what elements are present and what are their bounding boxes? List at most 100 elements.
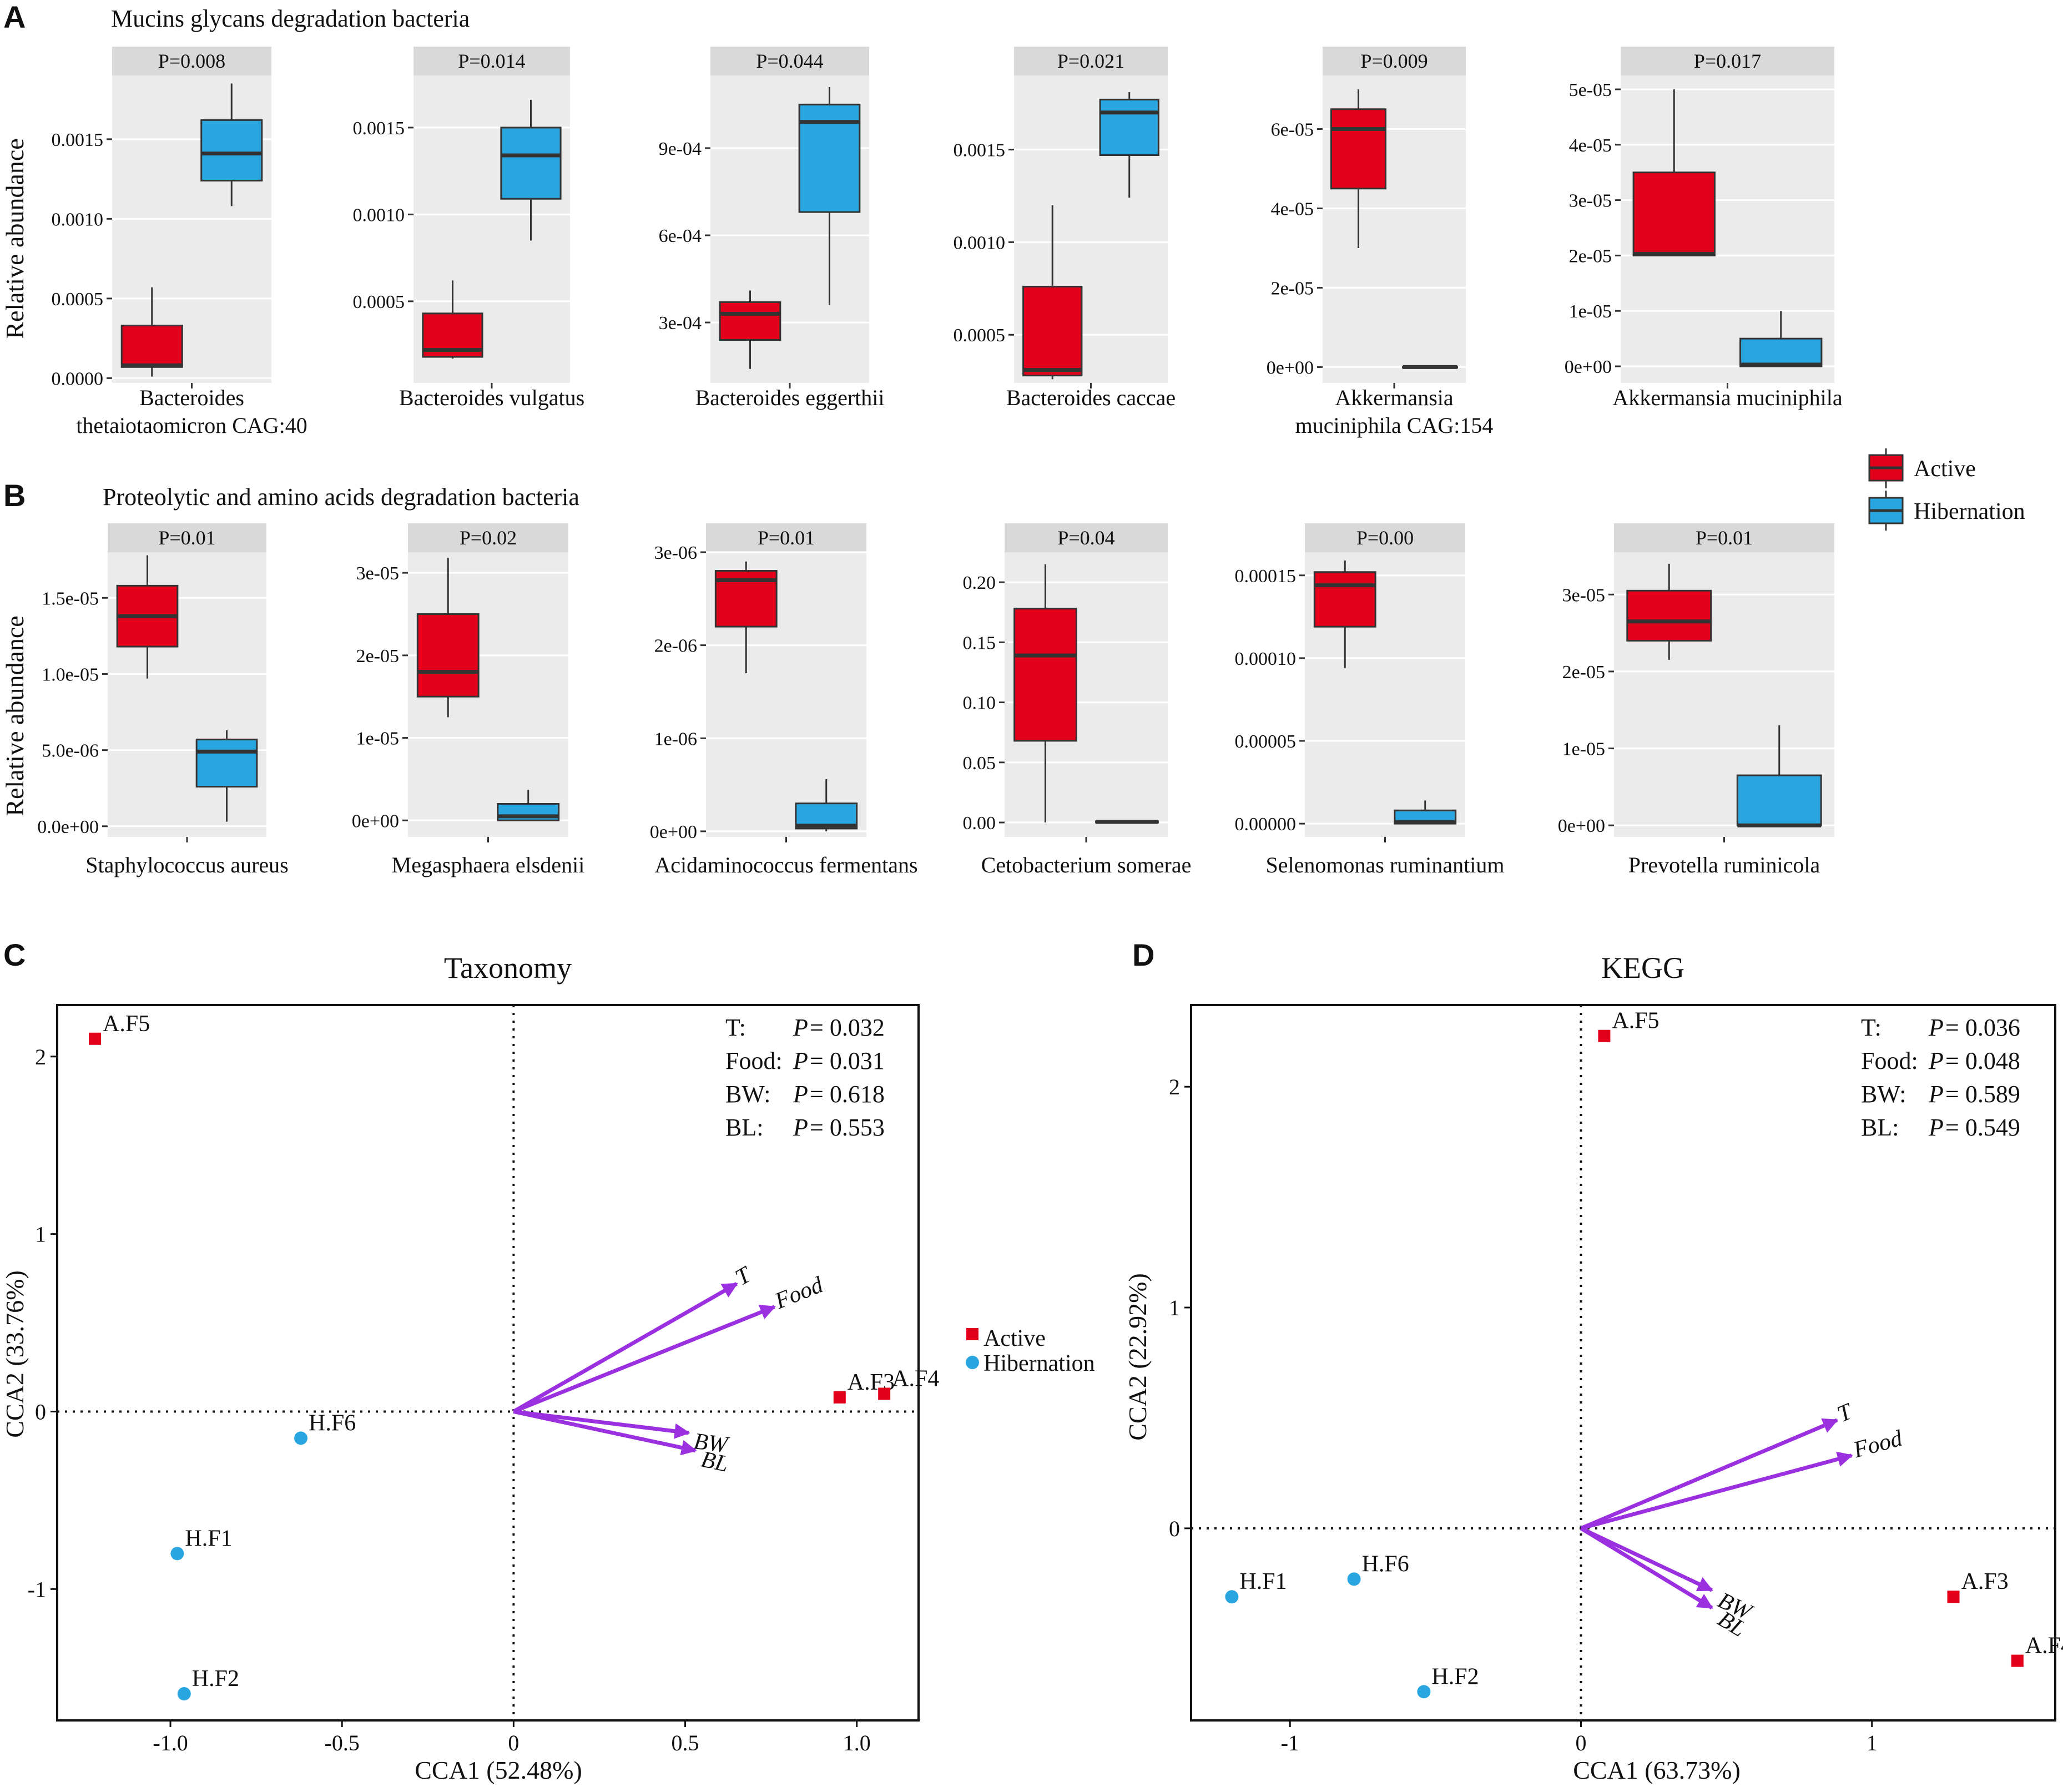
hibernation-box <box>795 779 858 831</box>
y-tick-label: 0.00015 <box>1235 566 1297 587</box>
iqr-box <box>1736 774 1822 826</box>
panel-a-facets: P=0.008 0.0000 0.0005 0.0010 0.0015 Bacteroid… <box>52 47 1843 438</box>
sample-label: H.F6 <box>309 1410 356 1436</box>
active-box <box>416 558 480 718</box>
sample-point-af5: A.F5 <box>1598 1008 1660 1042</box>
mucin-facet-4: P=0.021 0.0005 0.0010 0.0015 Bacteroides cac… <box>954 47 1176 410</box>
facet-strip <box>1005 523 1168 552</box>
iqr-box <box>1099 98 1159 157</box>
cca-legend-active-label: Active <box>983 1326 1046 1351</box>
y-tick-label: 0.15 <box>963 633 996 653</box>
stat-p-symbol: P <box>1928 1047 1944 1074</box>
stat-p-symbol: P <box>1928 1081 1944 1108</box>
cca-legend-hibernation-marker <box>966 1356 979 1369</box>
panel-b-facets: P=0.01 0.0e+00 5.0e-06 1.0e-05 1.5e-05 Staphy… <box>37 523 1834 877</box>
boxplot-legend: Active Hibernation <box>1868 448 2025 531</box>
sample-label: H.F2 <box>192 1666 239 1692</box>
facet-p-value: P=0.01 <box>158 527 215 549</box>
facet-strip <box>413 47 570 75</box>
x-tick-label: 1 <box>1867 1730 1878 1755</box>
proteolytic-facet-6: P=0.01 0e+00 1e-05 2e-05 3e-05 Prevotella rum… <box>1558 523 1834 877</box>
y-tick-label: 3e-05 <box>356 563 399 584</box>
hibernation-box <box>195 730 258 822</box>
iqr-box <box>200 119 263 181</box>
y-tick-label: 2 <box>1169 1074 1180 1099</box>
sample-label: A.F4 <box>2025 1633 2063 1659</box>
panel-b-title: Proteolytic and amino acids degradation … <box>103 483 579 511</box>
y-tick-label: 1e-05 <box>1569 301 1612 322</box>
facet-p-value: P=0.02 <box>460 527 517 549</box>
proteolytic-facet-4: P=0.04 0.00 0.05 0.10 0.15 0.20 Cetobacterium … <box>963 523 1192 877</box>
mucin-facet-1: P=0.008 0.0000 0.0005 0.0010 0.0015 Bacteroid… <box>52 47 307 438</box>
facet-p-value: P=0.008 <box>158 50 225 72</box>
vector-arrow <box>512 1282 738 1414</box>
x-tick-label: 0 <box>1575 1730 1586 1755</box>
x-tick-label: -0.5 <box>325 1730 360 1755</box>
active-marker <box>878 1387 891 1400</box>
y-tick-label: 0e+00 <box>650 822 697 842</box>
sample-label: H.F1 <box>1239 1569 1287 1594</box>
y-tick-label: 1e-06 <box>654 729 697 749</box>
stat-row: Food: P = 0.031 <box>725 1047 885 1074</box>
facet-species-label: muciniphila CAG:154 <box>1295 413 1494 438</box>
proteolytic-facet-1: P=0.01 0.0e+00 5.0e-06 1.0e-05 1.5e-05 Staphy… <box>37 523 289 877</box>
hibernation-box <box>500 99 562 241</box>
taxonomy-plot-frame <box>56 1004 920 1722</box>
y-tick-label: 3e-06 <box>654 543 697 563</box>
active-marker <box>1947 1591 1960 1603</box>
sample-label: H.F6 <box>1362 1551 1409 1577</box>
facet-strip <box>1621 47 1834 75</box>
sample-label: A.F4 <box>892 1366 939 1391</box>
y-tick-label: 3e-04 <box>659 313 702 334</box>
mucin-facet-3: P=0.044 3e-04 6e-04 9e-04 Bacteroides eggert… <box>659 47 885 410</box>
facet-species-label: Staphylococcus aureus <box>85 852 288 877</box>
y-tick-label: 6e-05 <box>1271 120 1314 140</box>
active-box <box>1022 205 1083 380</box>
y-tick-label: 2e-06 <box>654 636 697 657</box>
sample-label: H.F1 <box>185 1526 232 1551</box>
panel-a-ylabel: Relative abundance <box>1 138 29 339</box>
panel-letter-c: C <box>3 937 26 972</box>
hibernation-marker <box>1417 1685 1431 1699</box>
panel-c-title: Taxonomy <box>444 951 572 985</box>
facet-p-value: P=0.009 <box>1360 50 1428 72</box>
facet-strip <box>408 523 568 552</box>
facet-species-label: Cetobacterium somerae <box>981 852 1192 877</box>
y-tick-label: 1 <box>35 1222 46 1247</box>
cca-legend-hibernation-label: Hibernation <box>983 1351 1095 1376</box>
y-tick-label: 0.0000 <box>52 369 104 389</box>
y-tick-label: -1 <box>28 1577 46 1602</box>
stat-row: BL: P = 0.553 <box>725 1114 885 1141</box>
stat-p-value: = 0.032 <box>810 1014 885 1041</box>
y-tick-label: 9e-04 <box>659 139 702 159</box>
facet-p-value: P=0.01 <box>758 527 815 549</box>
y-tick-label: 2e-05 <box>356 646 399 667</box>
sample-point-hf1: H.F1 <box>170 1526 233 1561</box>
y-tick-label: 2 <box>35 1044 46 1069</box>
mucin-facet-6: P=0.017 0e+00 1e-05 2e-05 3e-05 4e-05 5e-05 Akk… <box>1565 47 1843 410</box>
y-tick-label: 1.5e-05 <box>42 588 99 609</box>
y-tick-label: 0.00010 <box>1235 649 1297 669</box>
facet-species-label: Acidaminococcus fermentans <box>654 852 917 877</box>
active-box <box>1013 564 1077 823</box>
y-tick-label: 0 <box>1169 1516 1180 1541</box>
panel-d-ylabel: CCA2 (22.92%) <box>1123 1273 1152 1441</box>
stat-name: Food: <box>1861 1047 1918 1074</box>
y-tick-label: 0e+00 <box>1558 816 1605 836</box>
iqr-box <box>120 325 183 368</box>
facet-species-label: Bacteroides eggerthii <box>695 385 885 410</box>
stat-row: BW: P = 0.589 <box>1861 1081 2020 1108</box>
iqr-box <box>1739 337 1823 367</box>
stat-p-value: = 0.589 <box>1945 1081 2020 1108</box>
kegg-plot-frame <box>1190 1004 2056 1722</box>
facet-strip <box>112 47 271 75</box>
vector-arrow <box>513 1410 697 1456</box>
y-tick-label: 0.0015 <box>52 130 104 150</box>
cca-legend: Active Hibernation <box>966 1326 1095 1376</box>
stat-name: T: <box>1861 1014 1882 1041</box>
env-vector-bw: BW <box>513 1409 731 1458</box>
hibernation-marker <box>1225 1590 1239 1604</box>
hibernation-box <box>798 87 861 305</box>
stat-name: BL: <box>1861 1114 1899 1141</box>
